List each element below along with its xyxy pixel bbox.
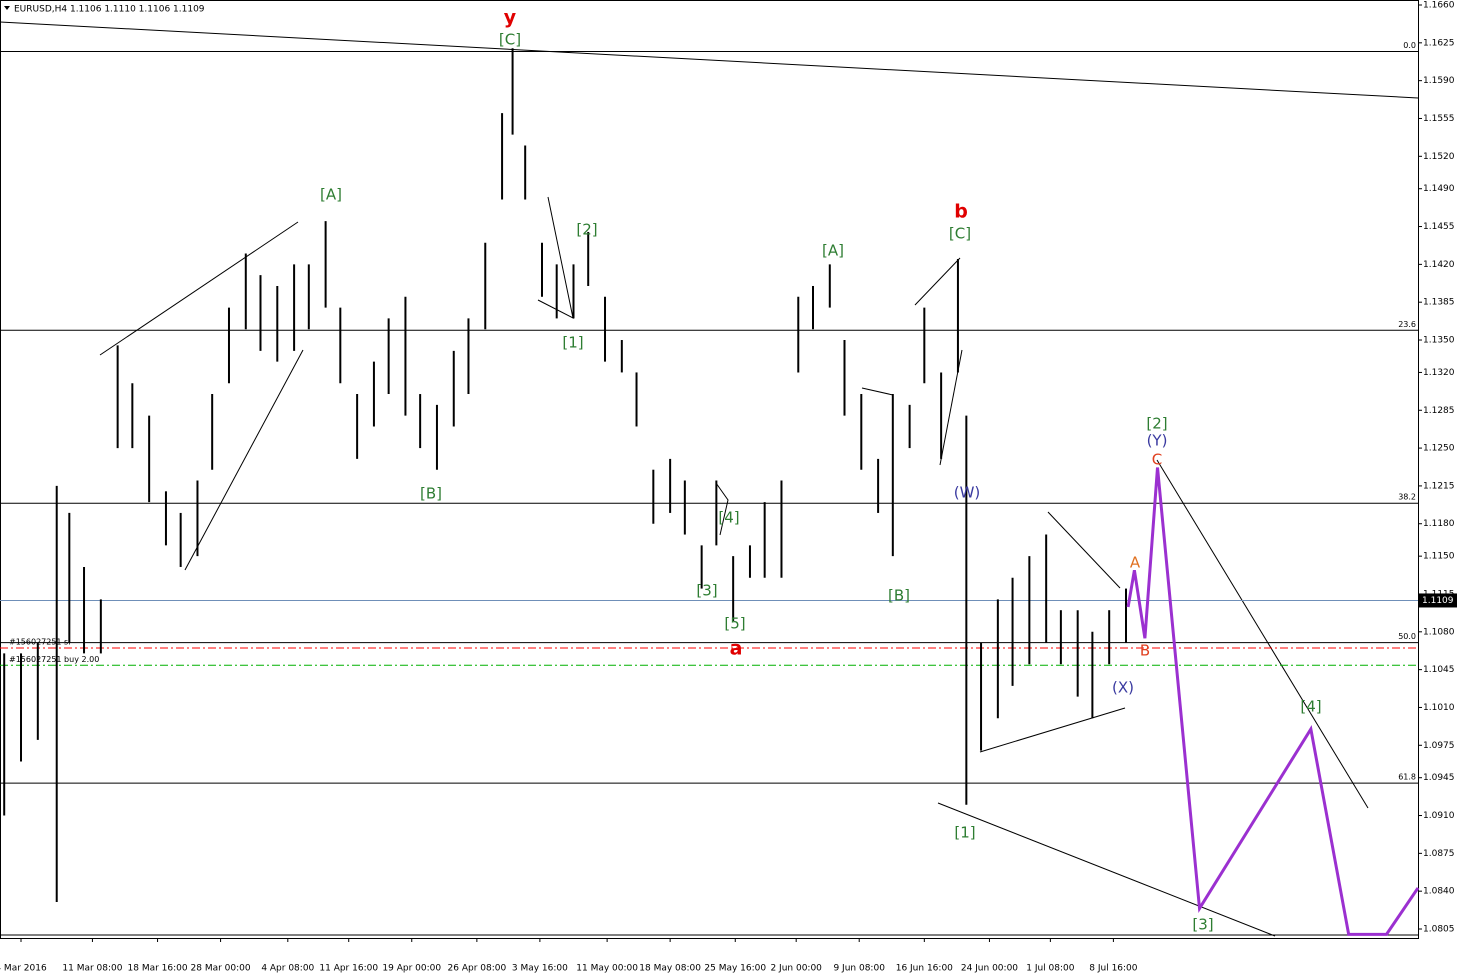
wave-label: [B]: [420, 485, 442, 503]
y-tick-label: 1.1490: [1423, 184, 1455, 194]
x-tick-label: 18 May 08:00: [639, 964, 701, 974]
y-tick-label: 1.1455: [1423, 222, 1455, 232]
wave-label: [4]: [718, 509, 739, 527]
trend-line: [914, 257, 961, 306]
y-tick-label: 1.1250: [1423, 444, 1455, 454]
fib-label: 23.6: [1398, 320, 1416, 329]
y-tick-label: 1.1555: [1423, 114, 1455, 124]
menu-arrow: [4, 6, 10, 10]
trend-line: [0, 21, 1419, 99]
y-tick-label: 1.1350: [1423, 336, 1455, 346]
y-tick-label: 1.1010: [1423, 703, 1455, 713]
x-tick-label: 11 May 00:00: [576, 964, 638, 974]
trend-line: [861, 387, 894, 396]
wave-label: [C]: [499, 31, 521, 49]
x-tick-label: 18 Mar 16:00: [128, 964, 188, 974]
y-tick-label: 1.1180: [1423, 519, 1455, 529]
y-tick-label: 1.1045: [1423, 665, 1455, 675]
wave-label: [1]: [562, 334, 583, 352]
x-tick-label: 19 Apr 00:00: [382, 964, 441, 974]
wave-label: [4]: [1300, 698, 1321, 716]
x-tick-label: 11 Apr 16:00: [319, 964, 378, 974]
x-tick-label: 3 May 16:00: [512, 964, 568, 974]
wave-label: [1]: [954, 824, 975, 842]
x-tick-label: 8 Jul 16:00: [1089, 964, 1138, 974]
wave-label: C: [1152, 451, 1162, 469]
wave-label: A: [1130, 554, 1141, 572]
order-label: #156027251 sl: [9, 638, 70, 647]
y-tick-label: 1.1590: [1423, 76, 1455, 86]
y-tick-label: 1.0840: [1423, 887, 1455, 897]
fib-label: 0.0: [1403, 41, 1416, 50]
price-box: [1419, 593, 1457, 608]
y-tick-label: 1.0945: [1423, 773, 1455, 783]
trend-line: [99, 221, 299, 356]
y-tick-label: 1.1625: [1423, 38, 1455, 48]
wave-label: [3]: [696, 582, 717, 600]
wave-label: (X): [1112, 679, 1134, 697]
x-tick-label: 9 Jun 08:00: [833, 964, 885, 974]
wave-label: [2]: [576, 221, 597, 239]
x-tick-label: 1 Jul 08:00: [1026, 964, 1075, 974]
fib-label: 61.8: [1398, 773, 1416, 782]
wave-label: [A]: [320, 186, 342, 204]
x-tick-label: 2 Jun 00:00: [770, 964, 822, 974]
fib-label: 38.2: [1398, 493, 1416, 502]
y-tick-label: 1.1320: [1423, 368, 1455, 378]
y-tick-label: 1.0875: [1423, 849, 1455, 859]
y-tick-label: 1.1385: [1423, 298, 1455, 308]
projection-line: [1126, 467, 1420, 936]
trend-line: [184, 349, 304, 571]
wave-label: [5]: [724, 615, 745, 633]
x-tick-label: 4 Mar 2016: [0, 964, 47, 974]
plot-frame: [0, 0, 1419, 939]
wave-label: B: [1140, 642, 1150, 660]
x-tick-label: 25 May 16:00: [704, 964, 766, 974]
y-tick-label: 1.1520: [1423, 152, 1455, 162]
y-tick-label: 1.1285: [1423, 406, 1455, 416]
y-tick-label: 1.1080: [1423, 627, 1455, 637]
trend-line: [1047, 511, 1121, 589]
trend-line: [1156, 459, 1369, 809]
x-tick-label: 26 Apr 08:00: [448, 964, 507, 974]
x-tick-label: 24 Jun 00:00: [961, 964, 1018, 974]
order-label: #156027251 buy 2.00: [9, 655, 99, 664]
y-tick-label: 1.1660: [1423, 1, 1455, 11]
wave-label: [C]: [949, 225, 971, 243]
x-tick-label: 4 Apr 08:00: [261, 964, 314, 974]
wave-label: [A]: [822, 242, 844, 260]
chart-title: EURUSD,H4 1.1106 1.1110 1.1106 1.1109: [14, 5, 205, 15]
wave-label: y: [504, 7, 517, 29]
y-tick-label: 1.1150: [1423, 552, 1455, 562]
fib-label: 50.0: [1398, 632, 1416, 641]
y-tick-label: 1.1215: [1423, 481, 1455, 491]
wave-label: (Y): [1147, 432, 1168, 450]
y-tick-label: 1.0910: [1423, 811, 1455, 821]
wave-label: [B]: [888, 587, 910, 605]
wave-label: b: [954, 201, 968, 223]
y-tick-label: 1.0975: [1423, 741, 1455, 751]
trend-line: [937, 802, 1276, 937]
y-tick-label: 1.1420: [1423, 260, 1455, 270]
x-tick-label: 16 Jun 16:00: [896, 964, 953, 974]
trend-line: [979, 707, 1126, 753]
trend-line: [715, 482, 729, 536]
wave-label: [2]: [1146, 415, 1167, 433]
x-tick-label: 11 Mar 08:00: [62, 964, 122, 974]
wave-label: (W): [954, 484, 981, 502]
wave-label: [3]: [1192, 916, 1213, 934]
x-tick-label: 28 Mar 00:00: [191, 964, 251, 974]
y-tick-label: 1.0805: [1423, 925, 1455, 935]
wave-label: a: [730, 638, 743, 660]
price-label: 1.1109: [1422, 596, 1454, 606]
